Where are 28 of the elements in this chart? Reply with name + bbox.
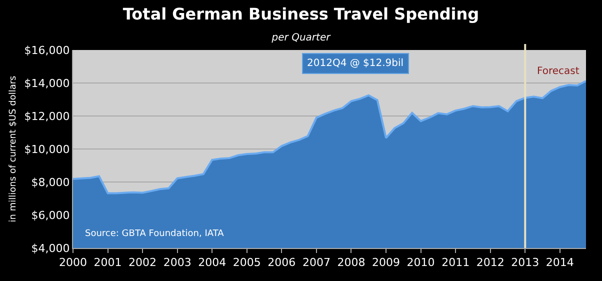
ref-line-label: Forecast — [537, 66, 580, 77]
x-tick-label: 2006 — [268, 256, 296, 270]
x-tick-label: 2004 — [198, 256, 226, 270]
y-axis-title: in millions of current $US dollars — [8, 75, 19, 222]
x-tick-label: 2000 — [59, 256, 87, 270]
x-tick-label: 2008 — [337, 256, 366, 270]
x-tick-label: 2011 — [442, 256, 470, 270]
y-tick-label: $8,000 — [31, 176, 70, 189]
x-tick-label: 2007 — [302, 256, 330, 270]
x-tick-label: 2009 — [372, 256, 400, 270]
y-tick-label: $12,000 — [24, 110, 70, 123]
y-tick-label: $14,000 — [24, 76, 70, 90]
x-tick-label: 2012 — [476, 256, 504, 270]
x-tick-label: 2003 — [163, 256, 192, 270]
y-tick-label: $6,000 — [31, 208, 70, 222]
x-tick-label: 2001 — [94, 256, 122, 270]
x-tick-label: 2005 — [232, 256, 261, 270]
chart-title: Total German Business Travel Spending — [122, 4, 480, 24]
x-tick-label: 2010 — [406, 256, 435, 270]
chart-subtitle: per Quarter — [270, 32, 332, 44]
y-tick-label: $16,000 — [24, 44, 70, 57]
x-tick-label: 2014 — [546, 256, 574, 270]
x-tick-label: 2013 — [511, 256, 540, 270]
y-tick-label: $4,000 — [31, 242, 70, 255]
x-tick-label: 2002 — [128, 256, 157, 270]
annotation: 2012Q4 @ $12.9bil — [307, 58, 404, 69]
y-tick-label: $10,000 — [24, 142, 70, 156]
annotation: Source: GBTA Foundation, IATA — [85, 229, 225, 239]
